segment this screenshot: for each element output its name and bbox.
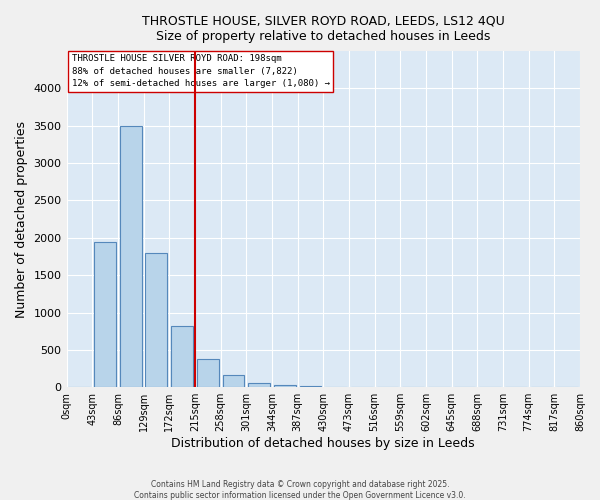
Bar bbox=[120, 126, 142, 387]
Bar bbox=[274, 386, 296, 387]
Text: Contains HM Land Registry data © Crown copyright and database right 2025.
Contai: Contains HM Land Registry data © Crown c… bbox=[134, 480, 466, 500]
Bar bbox=[171, 326, 193, 387]
X-axis label: Distribution of detached houses by size in Leeds: Distribution of detached houses by size … bbox=[172, 437, 475, 450]
Bar bbox=[94, 242, 116, 387]
Text: THROSTLE HOUSE SILVER ROYD ROAD: 198sqm
88% of detached houses are smaller (7,82: THROSTLE HOUSE SILVER ROYD ROAD: 198sqm … bbox=[71, 54, 329, 88]
Title: THROSTLE HOUSE, SILVER ROYD ROAD, LEEDS, LS12 4QU
Size of property relative to d: THROSTLE HOUSE, SILVER ROYD ROAD, LEEDS,… bbox=[142, 15, 505, 43]
Y-axis label: Number of detached properties: Number of detached properties bbox=[15, 120, 28, 318]
Bar bbox=[248, 382, 270, 387]
Bar bbox=[197, 359, 218, 387]
Bar bbox=[299, 386, 322, 387]
Bar bbox=[145, 253, 167, 387]
Bar bbox=[223, 374, 244, 387]
